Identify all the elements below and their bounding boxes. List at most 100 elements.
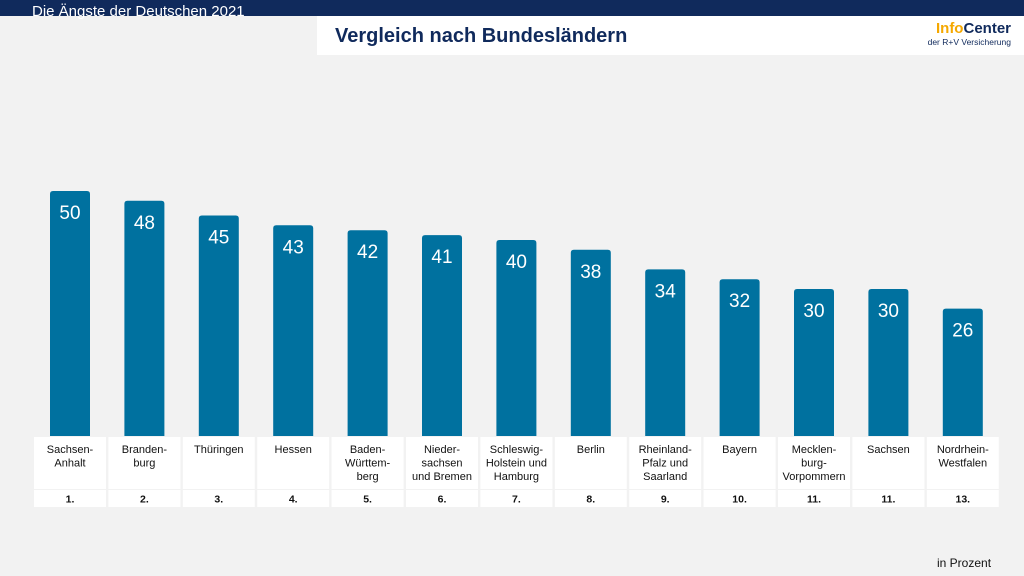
bar xyxy=(570,249,611,436)
logo-info-text: Info xyxy=(935,20,964,37)
category-label: burg xyxy=(133,458,155,470)
category-cell xyxy=(629,437,702,489)
bar-value-label: 48 xyxy=(134,213,155,234)
category-label: Württem- xyxy=(345,458,391,470)
rank-cell xyxy=(629,490,702,507)
logo-center-text: Center xyxy=(963,20,1011,37)
category-label: Thüringen xyxy=(194,444,244,456)
category-cell xyxy=(182,437,255,489)
subtitle-box: Vergleich nach Bundesländern InfoCenter … xyxy=(317,16,1024,55)
category-cell xyxy=(108,437,181,489)
rank-label: 3. xyxy=(214,494,223,506)
bar-value-label: 40 xyxy=(506,252,527,273)
category-cell xyxy=(331,437,404,489)
category-label: Schleswig- xyxy=(490,444,544,456)
bar-value-label: 41 xyxy=(431,247,452,268)
rank-label: 11. xyxy=(807,494,821,506)
rank-label: 6. xyxy=(438,494,447,506)
category-label: Holstein und xyxy=(486,458,547,470)
bar-value-label: 30 xyxy=(803,301,824,322)
category-cell xyxy=(34,437,106,489)
rank-label: 11. xyxy=(881,494,895,506)
bar xyxy=(422,235,462,436)
rank-cell xyxy=(926,490,999,507)
category-cell xyxy=(926,437,999,489)
rank-cell xyxy=(406,490,478,507)
rank-cell xyxy=(480,490,553,507)
category-cell xyxy=(554,437,627,489)
rank-label: 9. xyxy=(661,494,670,506)
category-label: sachsen xyxy=(422,458,463,470)
category-label: Mecklen- xyxy=(792,444,837,456)
bar-value-label: 45 xyxy=(208,228,229,249)
bar-value-label: 43 xyxy=(283,237,304,258)
rank-cell xyxy=(108,490,181,507)
bar xyxy=(347,230,388,436)
bar-value-label: 42 xyxy=(357,242,378,263)
infocenter-logo: InfoCenter der R+V Versicherung xyxy=(927,21,1011,48)
category-label: burg- xyxy=(801,458,827,470)
bar xyxy=(273,225,314,436)
logo-wordmark: InfoCenter xyxy=(928,21,1011,37)
category-label: Hessen xyxy=(275,444,312,456)
rank-label: 7. xyxy=(512,494,521,506)
category-label: Vorpommern xyxy=(783,471,846,483)
bar xyxy=(794,289,834,436)
rank-label: 8. xyxy=(586,494,595,506)
bar-value-label: 34 xyxy=(655,281,677,302)
page-title: Vergleich nach Bundesländern xyxy=(335,25,628,47)
bar-value-label: 30 xyxy=(878,301,899,322)
rank-label: 5. xyxy=(363,494,372,506)
category-cell xyxy=(406,437,478,489)
category-label: Hamburg xyxy=(494,471,539,483)
bar xyxy=(124,200,165,436)
rank-cell xyxy=(257,490,330,507)
bar xyxy=(942,308,983,436)
rank-cell xyxy=(852,490,925,507)
header-bar: Die Ängste der Deutschen 2021 xyxy=(0,0,1024,20)
category-label: und Bremen xyxy=(412,471,472,483)
unit-footnote: in Prozent xyxy=(937,556,992,570)
rank-cell xyxy=(34,490,106,507)
rank-label: 13. xyxy=(955,494,970,506)
header-title: Die Ängste der Deutschen 2021 xyxy=(32,3,245,20)
category-label: Anhalt xyxy=(54,458,85,470)
bar-value-label: 38 xyxy=(580,262,601,283)
category-label: Baden- xyxy=(350,444,386,456)
rank-cell xyxy=(182,490,255,507)
bar-value-label: 32 xyxy=(729,291,750,312)
bar xyxy=(50,191,90,436)
rank-cell xyxy=(778,490,850,507)
category-cell xyxy=(778,437,850,489)
category-label: Nieder- xyxy=(424,444,460,456)
bar xyxy=(868,289,909,436)
rank-cell xyxy=(331,490,404,507)
category-label: Bayern xyxy=(722,444,757,456)
category-label: Nordrhein- xyxy=(937,444,989,456)
category-label: Pfalz und xyxy=(642,458,688,470)
category-label: Branden- xyxy=(122,444,168,456)
category-label: Rheinland- xyxy=(639,444,693,456)
category-label: Sachsen xyxy=(867,444,910,456)
bar xyxy=(719,279,760,436)
bar xyxy=(496,240,537,436)
category-cell xyxy=(480,437,553,489)
bar xyxy=(645,269,686,436)
rank-label: 4. xyxy=(289,494,298,506)
category-label: Westfalen xyxy=(938,458,987,470)
category-label: Sachsen- xyxy=(47,444,94,456)
rank-cell xyxy=(554,490,627,507)
rank-label: 2. xyxy=(140,494,149,506)
category-cell xyxy=(703,437,776,489)
bar-value-label: 26 xyxy=(952,321,973,342)
category-cell xyxy=(852,437,925,489)
category-label: Saarland xyxy=(643,471,687,483)
bar xyxy=(198,215,239,436)
rank-cell xyxy=(703,490,776,507)
category-cell xyxy=(257,437,330,489)
category-label: berg xyxy=(357,471,379,483)
rank-label: 1. xyxy=(66,494,75,506)
rank-label: 10. xyxy=(732,494,747,506)
logo-subtitle: der R+V Versicherung xyxy=(927,37,1011,47)
